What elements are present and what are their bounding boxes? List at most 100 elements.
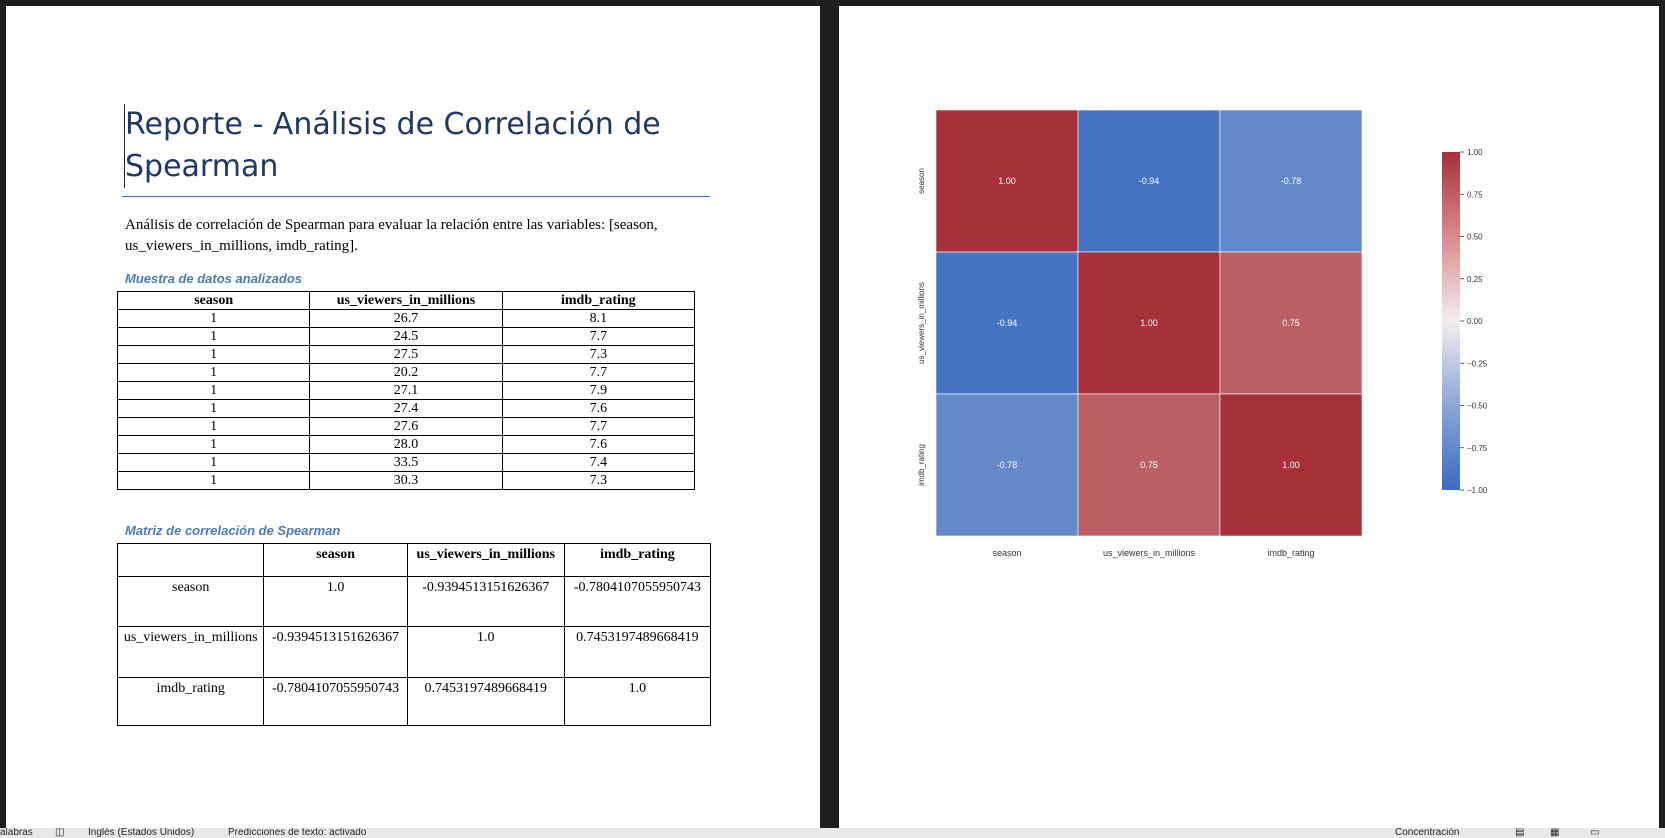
- matrix-cell[interactable]: 1.0: [406, 626, 565, 678]
- heatmap-cell: [935, 251, 1079, 395]
- sample-table-cell[interactable]: 7.7: [501, 363, 696, 382]
- sample-table-cell[interactable]: 33.5: [309, 453, 503, 472]
- sample-table-cell[interactable]: 1: [116, 453, 311, 472]
- sample-table-cell[interactable]: 27.1: [309, 381, 503, 400]
- sample-table-cell[interactable]: 24.5: [309, 327, 503, 346]
- sample-header-viewers[interactable]: us_viewers_in_millions: [309, 291, 503, 310]
- sample-table-row: 1 27.4 7.6: [116, 399, 696, 418]
- colorbar-tick-label: 0.50: [1467, 233, 1483, 242]
- sample-table-row: 1 30.3 7.3: [116, 471, 696, 490]
- language-status[interactable]: Inglés (Estados Unidos): [88, 828, 195, 838]
- sample-table-row: 1 27.6 7.7: [116, 417, 696, 436]
- heatmap-cell-label: 0.75: [1282, 318, 1300, 328]
- sample-header-rating[interactable]: imdb_rating: [501, 291, 696, 310]
- heatmap-figure[interactable]: 1.00 -0.94 -0.78 -0.94 1.00 0.75 -0.78 0.75 1.00…: [839, 6, 1659, 606]
- sample-table-row: 1 27.1 7.9: [116, 381, 696, 400]
- heatmap-cell: [1219, 109, 1363, 253]
- sample-table-cell[interactable]: 1: [116, 345, 311, 364]
- sample-table-row: 1 27.5 7.3: [116, 345, 696, 364]
- sample-table-cell[interactable]: 7.7: [501, 417, 696, 436]
- sample-table-row: 1 24.5 7.7: [116, 327, 696, 346]
- matrix-row-label[interactable]: season: [116, 576, 265, 627]
- proofing-icon[interactable]: ◫: [55, 828, 65, 838]
- matrix-cell[interactable]: 1.0: [263, 576, 408, 627]
- heatmap-x-tick-label: imdb_rating: [1267, 548, 1314, 558]
- focus-mode-button[interactable]: Concentración: [1395, 828, 1460, 838]
- matrix-cell[interactable]: -0.7804107055950743: [263, 677, 408, 726]
- heatmap-cell: [1219, 251, 1363, 395]
- sample-table-cell[interactable]: 1: [116, 363, 311, 382]
- sample-table-cell[interactable]: 1: [116, 381, 311, 400]
- word-count[interactable]: alabras: [0, 828, 33, 838]
- web-layout-icon[interactable]: ▭: [1590, 828, 1600, 838]
- colorbar-tick-label: −1.00: [1467, 486, 1488, 495]
- sample-table-row: 1 28.0 7.6: [116, 435, 696, 454]
- read-mode-icon[interactable]: ▤: [1515, 828, 1525, 838]
- sample-table-cell[interactable]: 7.9: [501, 381, 696, 400]
- heatmap-x-tick-label: us_viewers_in_millions: [1103, 548, 1196, 558]
- text-predictions-status[interactable]: Predicciones de texto: activado: [228, 828, 367, 838]
- heatmap-cell-label: -0.78: [997, 460, 1018, 470]
- colorbar-tick-label: 0.00: [1467, 317, 1483, 326]
- colorbar: [1442, 152, 1460, 490]
- matrix-header-season[interactable]: season: [263, 543, 408, 577]
- colorbar-tick-label: −0.25: [1467, 359, 1488, 368]
- matrix-header-viewers[interactable]: us_viewers_in_millions: [406, 543, 565, 577]
- sample-table-cell[interactable]: 7.6: [501, 435, 696, 454]
- sample-table-cell[interactable]: 7.6: [501, 399, 696, 418]
- sample-table-cell[interactable]: 7.3: [501, 471, 696, 490]
- matrix-cell[interactable]: 0.7453197489668419: [563, 626, 712, 678]
- sample-table-cell[interactable]: 8.1: [501, 309, 696, 328]
- matrix-cell[interactable]: -0.9394513151626367: [406, 576, 565, 627]
- sample-table-cell[interactable]: 1: [116, 435, 311, 454]
- sample-table-cell[interactable]: 28.0: [309, 435, 503, 454]
- heatmap-cell-label: 1.00: [998, 176, 1016, 186]
- matrix-cell[interactable]: 1.0: [563, 677, 712, 726]
- colorbar-tick-label: 0.25: [1467, 275, 1483, 284]
- matrix-header-row: season us_viewers_in_millions imdb_ratin…: [116, 543, 712, 577]
- matrix-header-rating[interactable]: imdb_rating: [563, 543, 712, 577]
- heatmap-y-tick-label: season: [917, 168, 926, 194]
- sample-table-cell[interactable]: 27.6: [309, 417, 503, 436]
- colorbar-tick-label: −0.50: [1467, 402, 1488, 411]
- correlation-heatmap: 1.00 -0.94 -0.78 -0.94 1.00 0.75 -0.78 0.75 1.00…: [917, 109, 1488, 558]
- sample-table-cell[interactable]: 7.3: [501, 345, 696, 364]
- sample-heading[interactable]: Muestra de datos analizados: [125, 271, 302, 286]
- sample-table-cell[interactable]: 26.7: [309, 309, 503, 328]
- title-underline: [122, 196, 710, 197]
- matrix-cell[interactable]: -0.9394513151626367: [263, 626, 408, 678]
- heatmap-cell-label: -0.94: [997, 318, 1018, 328]
- matrix-row-rating: imdb_rating -0.7804107055950743 0.745319…: [116, 677, 712, 726]
- heatmap-cell: [935, 393, 1079, 537]
- document-page-2: 1.00 -0.94 -0.78 -0.94 1.00 0.75 -0.78 0.75 1.00…: [839, 6, 1659, 828]
- heatmap-cell-label: -0.94: [1139, 176, 1160, 186]
- correlation-matrix-table: season us_viewers_in_millions imdb_ratin…: [116, 543, 712, 726]
- sample-header-season[interactable]: season: [116, 291, 311, 310]
- sample-table-cell[interactable]: 1: [116, 399, 311, 418]
- sample-table-cell[interactable]: 1: [116, 309, 311, 328]
- sample-table-cell[interactable]: 30.3: [309, 471, 503, 490]
- intro-paragraph[interactable]: Análisis de correlación de Spearman para…: [125, 217, 658, 254]
- sample-table-header-row: season us_viewers_in_millions imdb_ratin…: [116, 291, 696, 310]
- matrix-cell[interactable]: 0.7453197489668419: [406, 677, 565, 726]
- heatmap-cell: [1077, 109, 1221, 253]
- matrix-cell[interactable]: -0.7804107055950743: [563, 576, 712, 627]
- sample-table-cell[interactable]: 1: [116, 417, 311, 436]
- matrix-heading[interactable]: Matriz de correlación de Spearman: [125, 523, 341, 538]
- sample-table-cell[interactable]: 27.5: [309, 345, 503, 364]
- matrix-header-corner[interactable]: [116, 543, 265, 577]
- matrix-row-label[interactable]: imdb_rating: [116, 677, 265, 726]
- print-layout-icon[interactable]: ▦: [1550, 828, 1560, 838]
- sample-table-cell[interactable]: 27.4: [309, 399, 503, 418]
- sample-table-cell[interactable]: 20.2: [309, 363, 503, 382]
- sample-table-row: 1 20.2 7.7: [116, 363, 696, 382]
- document-page-1: Reporte - Análisis de Correlación de Spe…: [6, 6, 820, 828]
- heatmap-cell: [1077, 393, 1221, 537]
- matrix-row-label[interactable]: us_viewers_in_millions: [116, 626, 265, 678]
- sample-table-cell[interactable]: 1: [116, 471, 311, 490]
- sample-table-cell[interactable]: 1: [116, 327, 311, 346]
- document-title[interactable]: Reporte - Análisis de Correlación de Spe…: [124, 104, 715, 188]
- sample-data-table: season us_viewers_in_millions imdb_ratin…: [116, 291, 696, 490]
- sample-table-cell[interactable]: 7.7: [501, 327, 696, 346]
- sample-table-cell[interactable]: 7.4: [501, 453, 696, 472]
